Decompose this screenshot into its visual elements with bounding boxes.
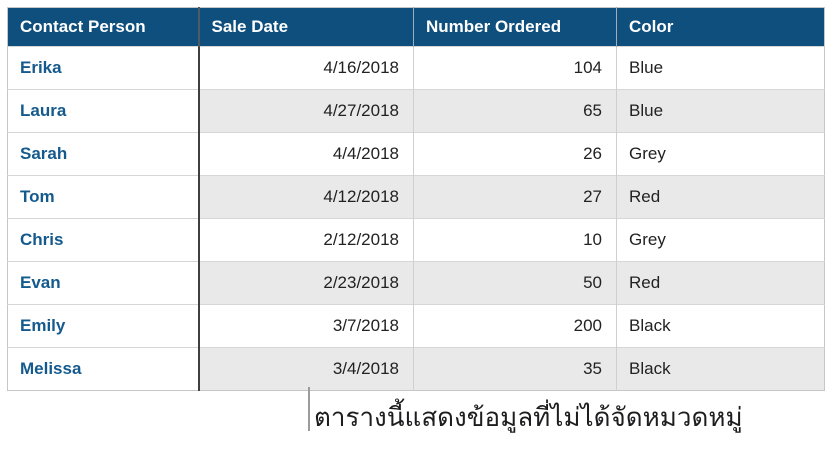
- cell-sale-date[interactable]: 4/4/2018: [197, 132, 414, 176]
- column-header-sale-date[interactable]: Sale Date: [197, 7, 414, 47]
- cell-color[interactable]: Black: [616, 347, 825, 391]
- data-table: Contact Person Sale Date Number Ordered …: [7, 7, 825, 391]
- cell-color[interactable]: Blue: [616, 46, 825, 90]
- table-caption: ตารางนี้แสดงข้อมูลที่ไม่ได้จัดหมวดหมู่: [314, 402, 743, 432]
- table-row: Erika 4/16/2018 104 Blue: [7, 46, 825, 90]
- cell-number-ordered[interactable]: 27: [413, 175, 617, 219]
- cell-contact-person[interactable]: Melissa: [7, 347, 199, 391]
- column-header-contact-person[interactable]: Contact Person: [7, 7, 199, 47]
- cell-contact-person[interactable]: Tom: [7, 175, 199, 219]
- cell-number-ordered[interactable]: 65: [413, 89, 617, 133]
- cell-sale-date[interactable]: 3/7/2018: [197, 304, 414, 348]
- cell-number-ordered[interactable]: 50: [413, 261, 617, 305]
- cell-sale-date[interactable]: 4/12/2018: [197, 175, 414, 219]
- cell-contact-person[interactable]: Erika: [7, 46, 199, 90]
- cell-sale-date[interactable]: 2/12/2018: [197, 218, 414, 262]
- column-header-color[interactable]: Color: [616, 7, 825, 47]
- cell-sale-date[interactable]: 2/23/2018: [197, 261, 414, 305]
- cell-sale-date[interactable]: 4/16/2018: [197, 46, 414, 90]
- cell-number-ordered[interactable]: 26: [413, 132, 617, 176]
- cell-contact-person[interactable]: Emily: [7, 304, 199, 348]
- table-row: Emily 3/7/2018 200 Black: [7, 304, 825, 348]
- cell-contact-person[interactable]: Laura: [7, 89, 199, 133]
- table-row: Chris 2/12/2018 10 Grey: [7, 218, 825, 262]
- cell-number-ordered[interactable]: 104: [413, 46, 617, 90]
- table-row: Laura 4/27/2018 65 Blue: [7, 89, 825, 133]
- cell-number-ordered[interactable]: 200: [413, 304, 617, 348]
- cell-contact-person[interactable]: Sarah: [7, 132, 199, 176]
- cell-color[interactable]: Black: [616, 304, 825, 348]
- cell-color[interactable]: Red: [616, 261, 825, 305]
- cell-sale-date[interactable]: 3/4/2018: [197, 347, 414, 391]
- cell-sale-date[interactable]: 4/27/2018: [197, 89, 414, 133]
- cell-number-ordered[interactable]: 35: [413, 347, 617, 391]
- table-row: Melissa 3/4/2018 35 Black: [7, 347, 825, 391]
- column-header-number-ordered[interactable]: Number Ordered: [413, 7, 617, 47]
- cell-color[interactable]: Grey: [616, 218, 825, 262]
- cell-number-ordered[interactable]: 10: [413, 218, 617, 262]
- table-row: Evan 2/23/2018 50 Red: [7, 261, 825, 305]
- cell-color[interactable]: Grey: [616, 132, 825, 176]
- cell-contact-person[interactable]: Evan: [7, 261, 199, 305]
- cell-color[interactable]: Red: [616, 175, 825, 219]
- table-row: Tom 4/12/2018 27 Red: [7, 175, 825, 219]
- header-row: Contact Person Sale Date Number Ordered …: [7, 7, 825, 47]
- callout-line: [308, 387, 310, 431]
- cell-contact-person[interactable]: Chris: [7, 218, 199, 262]
- table-row: Sarah 4/4/2018 26 Grey: [7, 132, 825, 176]
- cell-color[interactable]: Blue: [616, 89, 825, 133]
